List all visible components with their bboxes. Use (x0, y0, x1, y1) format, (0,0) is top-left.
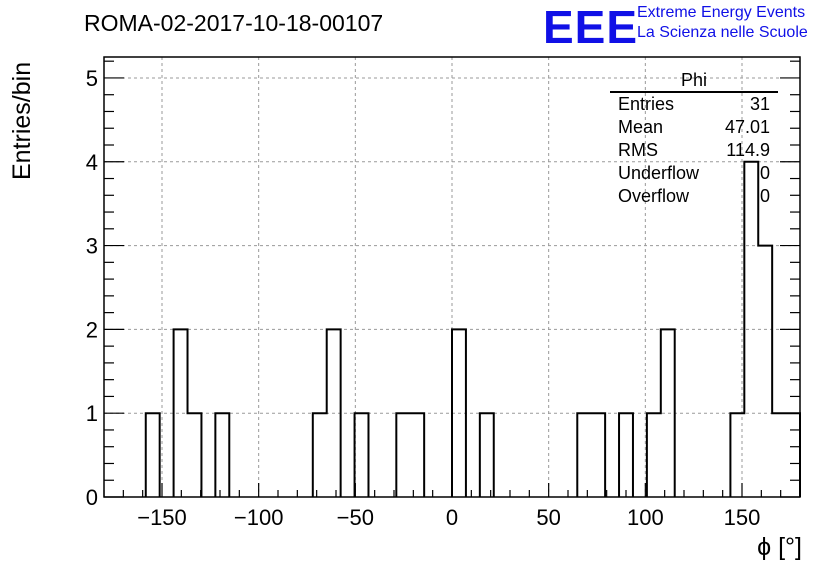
y-tick-label: 5 (86, 66, 98, 91)
stats-label: Mean (618, 117, 664, 137)
stats-row-entries: Entries 31 (610, 93, 778, 116)
stats-label: Entries (618, 94, 675, 114)
histogram-bin (396, 413, 410, 497)
histogram-bin (452, 329, 466, 497)
x-tick-label: 100 (627, 505, 664, 530)
y-axis-label: Entries/bin (8, 61, 36, 180)
y-tick-label: 4 (86, 150, 98, 175)
histogram-bin (146, 413, 160, 497)
stats-value: 47.01 (724, 117, 770, 137)
stats-label: Overflow (618, 186, 690, 206)
histogram-bin (744, 162, 758, 497)
stats-value: 31 (749, 94, 770, 114)
histogram-bin (661, 329, 675, 497)
histogram-bin (410, 413, 424, 497)
histogram-bin (591, 413, 605, 497)
stats-row-rms: RMS 114.9 (610, 139, 778, 162)
x-tick-label: 0 (446, 505, 458, 530)
x-tick-label: 150 (724, 505, 761, 530)
eee-logo: EEE (543, 1, 639, 53)
histogram-bin (772, 413, 786, 497)
stats-row-mean: Mean 47.01 (610, 116, 778, 139)
stats-label: Underflow (618, 163, 700, 183)
stats-box: Phi Entries 31 Mean 47.01 RMS 114.9 Unde… (610, 70, 778, 208)
stats-row-underflow: Underflow 0 (610, 162, 778, 185)
x-tick-label: 50 (536, 505, 560, 530)
brand-line-1: Extreme Energy Events (637, 4, 806, 21)
histogram-bin (480, 413, 494, 497)
histogram-bin (355, 413, 369, 497)
histogram-bin (758, 246, 772, 497)
histogram-outline (144, 160, 801, 497)
histogram-bin (188, 413, 202, 497)
x-tick-label: −100 (234, 505, 284, 530)
y-tick-label: 3 (86, 234, 98, 259)
y-tick-label: 0 (86, 485, 98, 510)
histogram-bin (577, 413, 591, 497)
stats-label: RMS (618, 140, 658, 160)
histogram-bin (647, 413, 661, 497)
stats-value: 114.9 (726, 140, 770, 160)
histogram-bin (786, 413, 800, 497)
histogram-bin (619, 413, 633, 497)
y-tick-label: 1 (86, 401, 98, 426)
stats-row-overflow: Overflow 0 (610, 185, 778, 208)
stats-value: 0 (759, 186, 770, 206)
stats-value: 0 (759, 163, 770, 183)
chart-title: ROMA-02-2017-10-18-00107 (84, 10, 384, 36)
histogram-bin (313, 413, 327, 497)
x-axis-label: ϕ [°] (757, 533, 802, 561)
histogram-bin (215, 413, 229, 497)
stats-title: Phi (610, 70, 778, 93)
brand-line-2: La Scienza nelle Scuole (637, 24, 808, 41)
histogram-bin (327, 329, 341, 497)
histogram-bin (174, 329, 188, 497)
y-tick-label: 2 (86, 317, 98, 342)
x-tick-label: −150 (137, 505, 187, 530)
x-tick-label: −50 (337, 505, 374, 530)
